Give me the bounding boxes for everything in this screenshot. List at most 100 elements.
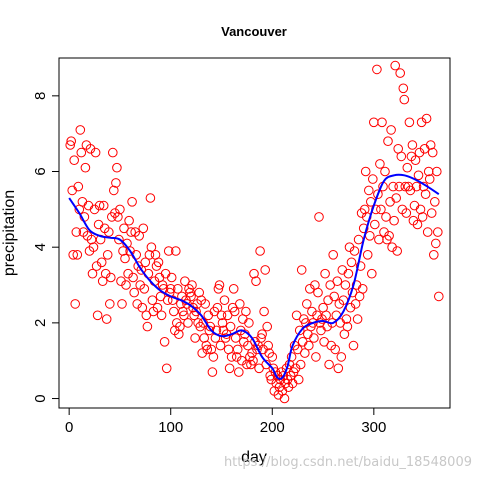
data-point xyxy=(374,234,384,245)
data-point xyxy=(94,200,105,211)
data-point xyxy=(234,367,244,377)
data-point xyxy=(260,265,271,275)
data-point xyxy=(377,117,387,128)
data-point xyxy=(191,306,201,317)
data-point xyxy=(187,280,197,290)
x-axis-label: day xyxy=(241,449,267,466)
data-point xyxy=(71,227,82,237)
data-point xyxy=(145,193,156,203)
data-point xyxy=(200,299,210,309)
data-point xyxy=(219,295,230,306)
data-point xyxy=(126,227,136,237)
data-point xyxy=(161,363,172,374)
data-point xyxy=(286,352,297,362)
data-point xyxy=(121,280,131,290)
data-point xyxy=(296,265,307,275)
data-point xyxy=(426,208,437,218)
data-point xyxy=(431,238,441,249)
data-point xyxy=(224,363,235,374)
data-point xyxy=(355,261,366,271)
data-point xyxy=(256,333,266,343)
data-point xyxy=(216,310,227,321)
data-point xyxy=(422,227,433,237)
data-point xyxy=(160,268,171,279)
plot-frame xyxy=(58,57,451,409)
data-point xyxy=(412,219,423,230)
data-point xyxy=(226,352,237,362)
data-point xyxy=(358,223,369,234)
data-point xyxy=(336,352,347,362)
data-point xyxy=(352,314,363,324)
data-point xyxy=(112,162,122,173)
data-point xyxy=(152,302,163,313)
data-point xyxy=(391,193,402,203)
data-point xyxy=(247,348,257,358)
data-point xyxy=(65,140,75,150)
data-point xyxy=(381,212,391,222)
data-point xyxy=(413,170,424,181)
data-point xyxy=(309,333,319,343)
data-point xyxy=(190,333,200,343)
data-point xyxy=(76,147,87,158)
data-point xyxy=(402,162,413,173)
data-point xyxy=(321,310,331,321)
data-point xyxy=(364,185,374,196)
x-tick-label: 0 xyxy=(65,419,73,436)
data-point xyxy=(68,250,78,260)
data-point xyxy=(342,321,353,332)
data-point xyxy=(88,242,99,252)
data-point xyxy=(70,299,80,309)
data-point xyxy=(174,329,184,340)
data-point xyxy=(120,253,130,264)
data-point xyxy=(373,189,383,199)
data-point xyxy=(420,189,431,199)
data-point xyxy=(255,246,265,256)
data-point xyxy=(92,310,103,321)
y-tick-label: 6 xyxy=(32,167,49,175)
data-point xyxy=(396,151,407,162)
data-point xyxy=(390,60,401,71)
data-point xyxy=(367,268,377,279)
data-point xyxy=(87,268,98,279)
data-point xyxy=(105,299,115,309)
data-point xyxy=(108,147,118,158)
data-point xyxy=(138,223,149,234)
data-point xyxy=(144,250,155,260)
data-point xyxy=(230,333,241,343)
data-point xyxy=(398,83,409,94)
watermark-text: https://blog.csdn.net/baidu_18548009 xyxy=(224,455,472,470)
y-tick-label: 8 xyxy=(32,92,49,100)
data-point xyxy=(368,174,378,184)
data-point xyxy=(343,268,354,279)
data-point xyxy=(357,284,368,294)
data-point xyxy=(294,325,305,336)
data-point xyxy=(232,344,243,355)
data-point xyxy=(173,284,183,294)
data-point xyxy=(432,166,442,177)
data-point xyxy=(101,314,112,324)
data-point xyxy=(207,367,218,377)
data-point xyxy=(376,204,386,215)
data-point xyxy=(279,393,290,404)
data-point xyxy=(370,219,380,230)
data-point xyxy=(215,340,226,351)
data-point xyxy=(424,174,435,184)
data-point xyxy=(399,94,410,105)
data-point xyxy=(332,276,343,287)
data-point xyxy=(388,181,398,192)
data-point xyxy=(297,337,308,347)
data-point xyxy=(244,318,254,328)
data-point xyxy=(415,204,426,215)
data-point xyxy=(384,231,394,241)
data-point xyxy=(235,299,245,309)
data-point xyxy=(375,159,385,169)
y-axis: 0 2 4 6 8 xyxy=(32,92,60,403)
data-point xyxy=(229,306,240,317)
data-point xyxy=(185,287,195,298)
data-point xyxy=(313,287,323,298)
data-point xyxy=(330,344,341,355)
data-point xyxy=(304,340,314,351)
data-point xyxy=(104,227,114,237)
data-point xyxy=(257,329,267,340)
data-point xyxy=(129,287,139,298)
